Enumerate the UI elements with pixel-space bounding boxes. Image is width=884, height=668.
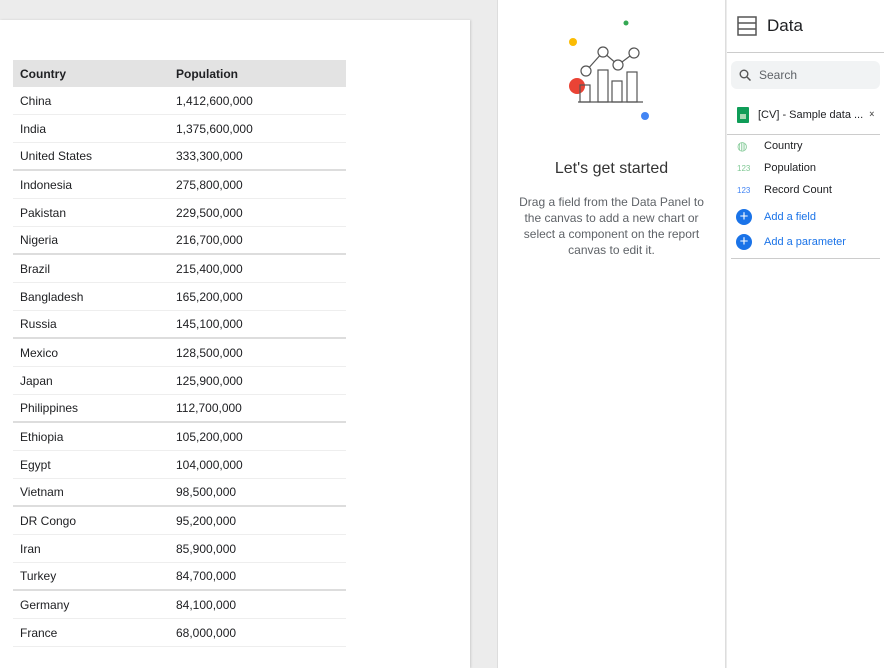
add-parameter-label: Add a parameter	[764, 235, 846, 248]
plus-icon: +	[736, 208, 752, 225]
header-population[interactable]: Population	[176, 66, 238, 81]
empty-state-body: Drag a field from the Data Panel to the …	[519, 195, 704, 257]
data-table[interactable]: Country Population China 1,412,600,000 Ind…	[13, 60, 346, 647]
cell-population: 215,400,000	[176, 261, 243, 276]
table-row[interactable]: Nigeria 216,700,000	[13, 227, 346, 255]
table-row[interactable]: Ethiopia 105,200,000	[13, 423, 346, 451]
add-parameter-button[interactable]: + Add a parameter	[727, 229, 884, 254]
search-icon	[739, 69, 751, 81]
cell-country: Pakistan	[20, 205, 67, 220]
table-row[interactable]: Mexico 128,500,000	[13, 339, 346, 367]
table-row[interactable]: Indonesia 275,800,000	[13, 171, 346, 199]
cell-population: 165,200,000	[176, 289, 243, 304]
field-label: Record Count	[764, 184, 832, 196]
table-row[interactable]: China 1,412,600,000	[13, 87, 346, 115]
cell-country: Nigeria	[20, 233, 59, 247]
cell-population: 84,100,000	[176, 597, 237, 612]
divider	[731, 258, 880, 259]
cell-country: United States	[20, 149, 93, 163]
cell-population: 105,200,000	[176, 429, 243, 444]
table-row[interactable]: Germany 84,100,000	[13, 591, 346, 619]
table-row[interactable]: United States 333,300,000	[13, 143, 346, 171]
data-source-name: [CV] - Sample data ...	[758, 108, 864, 121]
cell-country: Philippines	[20, 401, 79, 415]
table-row[interactable]: Bangladesh 165,200,000	[13, 283, 346, 311]
data-source-selector[interactable]: [CV] - Sample data ... ⌄ ⌃	[727, 95, 880, 135]
table-row[interactable]: Russia 145,100,000	[13, 311, 346, 339]
table-row[interactable]: India 1,375,600,000	[13, 115, 346, 143]
cell-country: Ethiopia	[20, 429, 64, 444]
chart-illustration-icon	[569, 20, 649, 120]
report-canvas[interactable]: Country Population China 1,412,600,000 Ind…	[0, 20, 470, 668]
cell-population: 1,375,600,000	[176, 121, 253, 136]
add-field-label: Add a field	[764, 210, 816, 223]
table-row[interactable]: DR Congo 95,200,000	[13, 507, 346, 535]
empty-state-title: Let's get started	[554, 160, 669, 177]
table-row[interactable]: Brazil 215,400,000	[13, 255, 346, 283]
cell-population: 112,700,000	[176, 401, 242, 415]
cell-country: Egypt	[20, 457, 51, 472]
cell-population: 68,000,000	[176, 625, 237, 640]
cell-country: Vietnam	[20, 485, 64, 499]
table-header: Country Population	[13, 60, 346, 87]
cell-population: 84,700,000	[176, 569, 237, 583]
cell-country: India	[20, 121, 47, 136]
number-icon: 123	[737, 185, 751, 195]
cell-country: Indonesia	[20, 177, 73, 192]
number-icon: 123	[737, 163, 751, 173]
cell-country: Brazil	[20, 261, 51, 276]
cell-population: 1,412,600,000	[176, 93, 253, 108]
cell-country: Mexico	[20, 345, 59, 360]
table-row[interactable]: Egypt 104,000,000	[13, 451, 346, 479]
sheets-icon	[737, 106, 749, 123]
cell-country: Turkey	[20, 569, 57, 583]
table-row[interactable]: Japan 125,900,000	[13, 367, 346, 395]
database-icon	[737, 16, 757, 36]
cell-population: 145,100,000	[176, 317, 243, 331]
cell-country: Iran	[20, 541, 41, 556]
table-row[interactable]: France 68,000,000	[13, 619, 346, 647]
field-label: Population	[764, 162, 816, 174]
cell-country: Russia	[20, 317, 57, 331]
cell-population: 125,900,000	[176, 373, 243, 388]
search-placeholder: Search	[759, 68, 798, 82]
cell-country: DR Congo	[20, 513, 77, 528]
cell-population: 128,500,000	[176, 345, 243, 360]
cell-population: 98,500,000	[176, 485, 237, 499]
cell-country: France	[20, 625, 58, 640]
cell-population: 275,800,000	[176, 177, 243, 192]
cell-population: 216,700,000	[176, 233, 243, 247]
data-panel: Data Search [CV] - Sample data ... ⌄ ⌃ ◍ C…	[727, 0, 884, 668]
cell-country: China	[20, 93, 52, 108]
table-row[interactable]: Turkey 84,700,000	[13, 563, 346, 591]
cell-population: 333,300,000	[176, 149, 243, 163]
cell-population: 104,000,000	[176, 457, 243, 472]
cell-population: 95,200,000	[176, 513, 237, 528]
table-row[interactable]: Iran 85,900,000	[13, 535, 346, 563]
cell-population: 85,900,000	[176, 541, 237, 556]
field-item[interactable]: 123 Record Count	[727, 179, 884, 201]
table-row[interactable]: Vietnam 98,500,000	[13, 479, 346, 507]
add-field-button[interactable]: + Add a field	[727, 204, 884, 229]
cell-country: Japan	[20, 373, 53, 388]
expand-collapse-icon[interactable]: ⌄ ⌃	[867, 105, 876, 124]
table-row[interactable]: Pakistan 229,500,000	[13, 199, 346, 227]
plus-icon: +	[736, 233, 752, 250]
data-panel-header: Data	[727, 0, 884, 53]
data-panel-title: Data	[767, 16, 803, 35]
table-row[interactable]: Philippines 112,700,000	[13, 395, 346, 423]
field-label: Country	[764, 140, 803, 152]
cell-population: 229,500,000	[176, 205, 243, 220]
cell-country: Germany	[20, 597, 70, 612]
search-input[interactable]: Search	[731, 61, 880, 89]
field-item[interactable]: 123 Population	[727, 157, 884, 179]
field-item[interactable]: ◍ Country	[727, 135, 884, 157]
globe-icon: ◍	[737, 139, 748, 153]
header-country[interactable]: Country	[20, 66, 66, 81]
cell-country: Bangladesh	[20, 289, 84, 304]
empty-state-panel: Let's get started Drag a field from the …	[497, 0, 726, 668]
